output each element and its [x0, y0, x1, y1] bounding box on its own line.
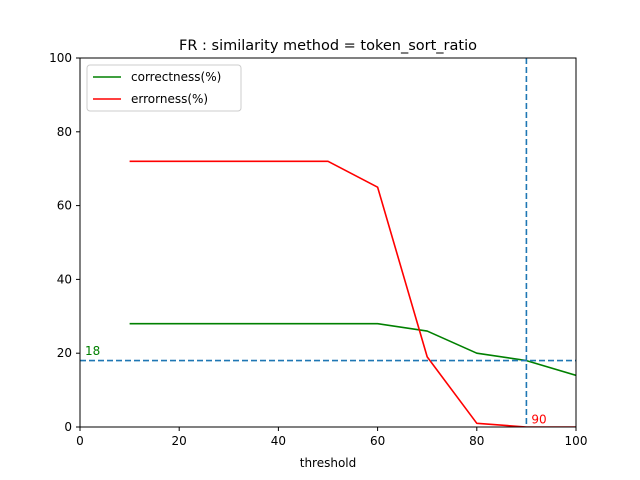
x-tick-label: 60 [370, 434, 385, 448]
y-tick-label: 20 [57, 346, 72, 360]
y-tick-label: 80 [57, 125, 72, 139]
legend-box [86, 64, 242, 112]
legend-entry: correctness(%) [131, 70, 221, 84]
annotation-label: 18 [85, 344, 100, 358]
plot-area: 18 90 0 20 40 60 80 100 0 20 40 60 80 100 correctness(… [49, 51, 587, 448]
plot-frame [79, 57, 577, 428]
x-tick-label: 40 [271, 434, 286, 448]
legend-entry: errorness(%) [131, 92, 208, 106]
y-tick-label: 100 [49, 51, 72, 65]
series-line-errorness [129, 160, 576, 427]
x-tick-label: 100 [565, 434, 588, 448]
y-tick-label: 60 [57, 199, 72, 213]
x-tick-label: 20 [172, 434, 187, 448]
y-tick-label: 0 [64, 420, 72, 434]
x-tick-label: 80 [469, 434, 484, 448]
x-tick-label: 0 [76, 434, 84, 448]
y-tick-label: 40 [57, 272, 72, 286]
annotation-label: 90 [531, 412, 546, 426]
series-line-correctness [129, 322, 576, 377]
x-axis-label: threshold [300, 456, 357, 470]
chart-title: FR : similarity method = token_sort_rati… [179, 38, 477, 54]
